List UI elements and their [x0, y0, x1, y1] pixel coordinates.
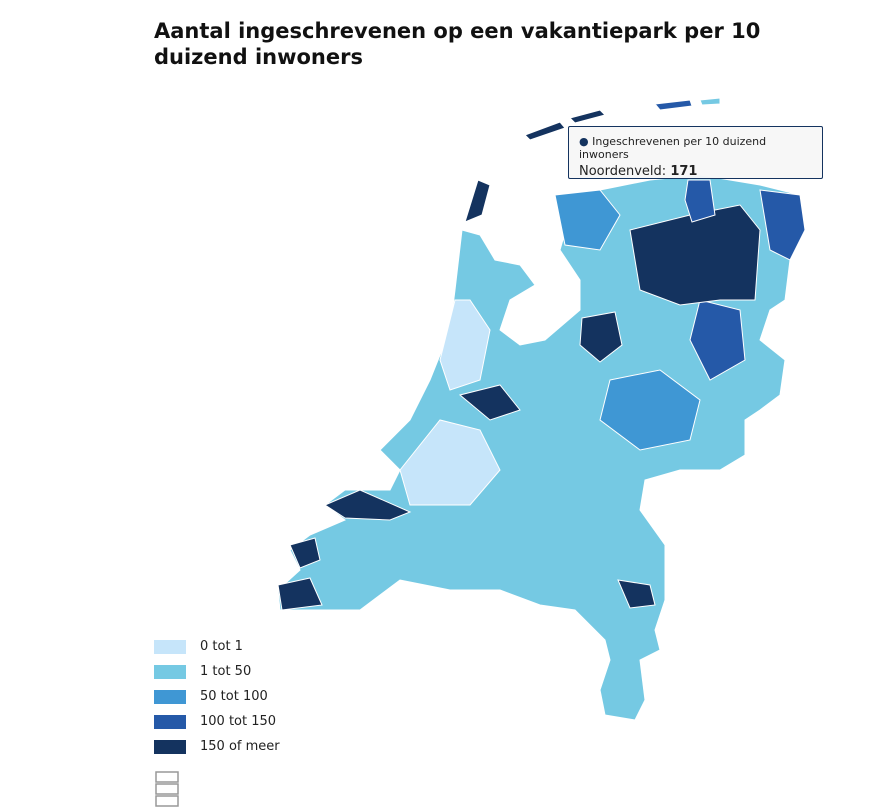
- zeeland-south: [277, 577, 323, 611]
- legend: 0 tot 1 1 tot 50 50 tot 100 100 tot 150 150 …: [154, 634, 280, 759]
- tooltip-value: 171: [670, 164, 698, 179]
- legend-swatch: [154, 639, 186, 654]
- schiermonnikoog: [699, 97, 721, 106]
- legend-label: 50 tot 100: [200, 689, 268, 704]
- tooltip: ● Ingeschrevenen per 10 duizend inwoners…: [568, 126, 823, 179]
- groningen-east: [759, 189, 806, 261]
- legend-label: 1 tot 50: [200, 664, 252, 679]
- legend-swatch: [154, 689, 186, 704]
- legend-label: 150 of meer: [200, 739, 280, 754]
- limburg-north: [617, 579, 656, 609]
- mainland: [277, 174, 806, 721]
- legend-item[interactable]: 0 tot 1: [154, 634, 280, 659]
- noordenveld: [684, 179, 716, 223]
- randstad: [399, 419, 501, 506]
- vlieland: [524, 121, 566, 141]
- legend-swatch: [154, 664, 186, 679]
- overijssel: [689, 299, 746, 381]
- terschelling: [569, 109, 606, 124]
- friesland-west: [554, 189, 621, 251]
- legend-item[interactable]: 1 tot 50: [154, 659, 280, 684]
- tooltip-series: Ingeschrevenen per 10 duizend inwoners: [579, 135, 767, 161]
- ameland: [654, 99, 693, 111]
- gelderland: [599, 369, 701, 451]
- legend-label: 0 tot 1: [200, 639, 243, 654]
- title: Aantal ingeschrevenen op een vakantiepar…: [154, 19, 761, 69]
- tooltip-bullet: ●: [579, 135, 589, 148]
- legend-item[interactable]: 100 tot 150: [154, 709, 280, 734]
- legend-swatch: [154, 739, 186, 754]
- legend-item[interactable]: 50 tot 100: [154, 684, 280, 709]
- veluwe: [458, 384, 521, 421]
- noord-holland: [439, 299, 491, 391]
- tooltip-name: Noordenveld:: [579, 164, 667, 179]
- legend-item[interactable]: 150 of meer: [154, 734, 280, 759]
- legend-swatch: [154, 714, 186, 729]
- legend-label: 100 tot 150: [200, 714, 277, 729]
- goeree: [323, 489, 412, 521]
- texel: [464, 179, 491, 223]
- zeeland-north: [289, 537, 321, 569]
- cbs-logo: [155, 771, 179, 807]
- flevoland: [579, 311, 623, 363]
